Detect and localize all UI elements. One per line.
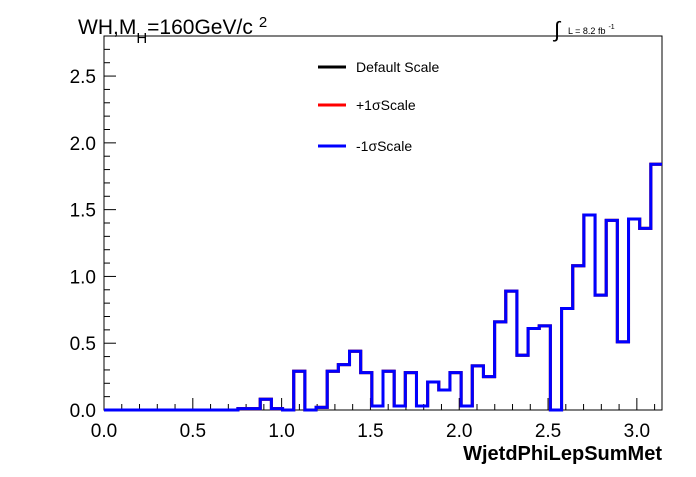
chart-title-sup: 2 bbox=[259, 14, 267, 31]
y-tick-label: 0.0 bbox=[70, 401, 96, 422]
chart-title-rest: =160GeV/c bbox=[147, 16, 253, 39]
x-axis-title: WjetdPhiLepSumMet bbox=[463, 443, 662, 465]
legend-label: -1σScale bbox=[356, 138, 412, 154]
lumi-label: L = 8.2 fb -1 bbox=[568, 24, 615, 36]
plot-frame bbox=[103, 35, 663, 411]
x-tick-label: 0.0 bbox=[91, 421, 117, 442]
x-tick-label: 3.0 bbox=[624, 421, 650, 442]
x-axis: 0.0 0.5 1.0 1.5 2.0 2.5 3.0 bbox=[91, 398, 656, 442]
y-tick-label: 1.0 bbox=[70, 267, 96, 288]
y-tick-label: 0.5 bbox=[70, 334, 96, 355]
series-line bbox=[104, 162, 662, 412]
legend: Default Scale +1σScale -1σScale bbox=[318, 59, 439, 154]
chart-title-main: WH,M bbox=[78, 16, 136, 39]
y-tick-label: 1.5 bbox=[70, 201, 96, 222]
legend-label: Default Scale bbox=[356, 59, 439, 75]
lumi-sup: -1 bbox=[608, 24, 614, 31]
histogram-series bbox=[104, 162, 662, 412]
x-tick-label: 0.5 bbox=[180, 421, 206, 442]
x-tick-label: 2.5 bbox=[535, 421, 561, 442]
chart-title: WH,MH=160GeV/c 2 bbox=[78, 14, 267, 47]
x-tick-label: 2.0 bbox=[446, 421, 472, 442]
y-axis: 0.0 0.5 1.0 1.5 2.0 2.5 bbox=[70, 35, 116, 422]
y-tick-label: 2.5 bbox=[70, 67, 96, 88]
chart-title-sub: H bbox=[136, 30, 147, 47]
x-tick-label: 1.0 bbox=[268, 421, 294, 442]
x-tick-label: 1.5 bbox=[357, 421, 383, 442]
lumi-text: L = 8.2 fb bbox=[568, 26, 605, 36]
legend-label: +1σScale bbox=[356, 97, 416, 113]
lumi-integral: ∫ bbox=[552, 17, 562, 42]
y-tick-label: 2.0 bbox=[70, 134, 96, 155]
